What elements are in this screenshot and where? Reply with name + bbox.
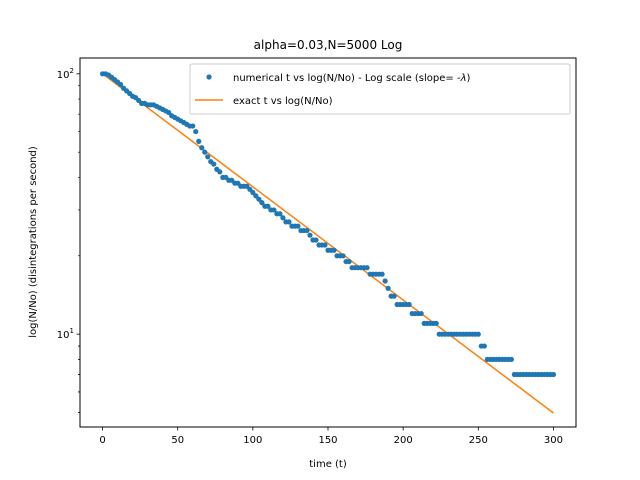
data-point-numerical (322, 242, 328, 248)
x-tick-label: 300 (544, 435, 563, 446)
data-point-numerical (217, 169, 223, 175)
legend-label-exact: exact t vs log(N/No) (233, 96, 333, 107)
data-point-numerical (280, 215, 286, 221)
legend-marker-numerical (206, 74, 212, 80)
data-point-numerical (385, 285, 391, 291)
data-point-numerical (364, 265, 370, 271)
data-point-numerical (481, 343, 487, 349)
data-point-numerical (346, 258, 352, 265)
data-point-numerical (211, 161, 217, 167)
data-point-numerical (550, 371, 557, 378)
y-tick-label-exponent: 1 (70, 327, 74, 335)
data-point-numerical (406, 301, 412, 308)
legend: numerical t vs log(N/No) - Log scale (sl… (189, 63, 571, 115)
data-point-numerical (250, 189, 256, 196)
data-point-numerical (382, 278, 388, 284)
x-tick-label: 200 (394, 435, 413, 446)
y-tick-label: 102 (57, 67, 74, 81)
x-tick-label: 50 (171, 435, 184, 446)
data-point-numerical (307, 232, 313, 238)
data-point-numerical (340, 253, 346, 259)
data-point-numerical (295, 223, 301, 229)
legend-label-numerical-symbol: λ (460, 73, 467, 84)
x-tick-label: 250 (469, 435, 488, 446)
data-point-numerical (286, 219, 292, 225)
data-point-numerical (304, 227, 310, 234)
data-point-numerical (391, 293, 397, 299)
x-axis-label: time (t) (309, 459, 347, 470)
x-tick-label: 150 (318, 435, 337, 446)
x-tick-label: 100 (243, 435, 262, 446)
y-tick-label-base: 10 (57, 330, 70, 341)
legend-label-numerical-tail: ) (467, 73, 471, 84)
y-tick-label-exponent: 2 (70, 67, 74, 75)
legend-box (189, 63, 571, 115)
data-point-numerical (271, 207, 277, 213)
data-point-numerical (379, 271, 385, 277)
series-line-exact (102, 73, 554, 414)
y-tick-label: 101 (57, 327, 74, 341)
data-point-numerical (193, 128, 199, 135)
y-axis-label: log(N/No) (disintegrations per second) (28, 146, 39, 338)
plot-area (99, 71, 557, 414)
data-point-numerical (202, 149, 208, 155)
data-point-numerical (313, 237, 319, 243)
data-point-numerical (259, 200, 265, 206)
data-point-numerical (190, 123, 196, 129)
data-point-numerical (199, 145, 205, 151)
data-point-numerical (433, 320, 439, 326)
data-point-numerical (253, 193, 259, 199)
legend-label-numerical: numerical t vs log(N/No) - Log scale (sl… (233, 73, 471, 84)
legend-label-numerical-main: numerical t vs log(N/No) - Log scale (sl… (233, 73, 461, 84)
data-point-numerical (475, 331, 481, 337)
data-point-numerical (117, 81, 124, 88)
data-point-numerical (331, 247, 337, 253)
data-point-numerical (265, 203, 271, 209)
data-point-numerical (418, 310, 424, 317)
x-tick-label: 0 (99, 435, 105, 446)
data-point-numerical (196, 138, 202, 144)
data-point-numerical (256, 196, 262, 202)
data-point-numerical (277, 211, 283, 217)
y-tick-label-base: 10 (57, 70, 70, 81)
x-axis: 0 50 100 150 200 250 300 (99, 427, 563, 446)
chart-title: alpha=0.03,N=5000 Log (254, 38, 403, 52)
data-point-numerical (508, 356, 514, 362)
data-point-numerical (205, 154, 211, 160)
